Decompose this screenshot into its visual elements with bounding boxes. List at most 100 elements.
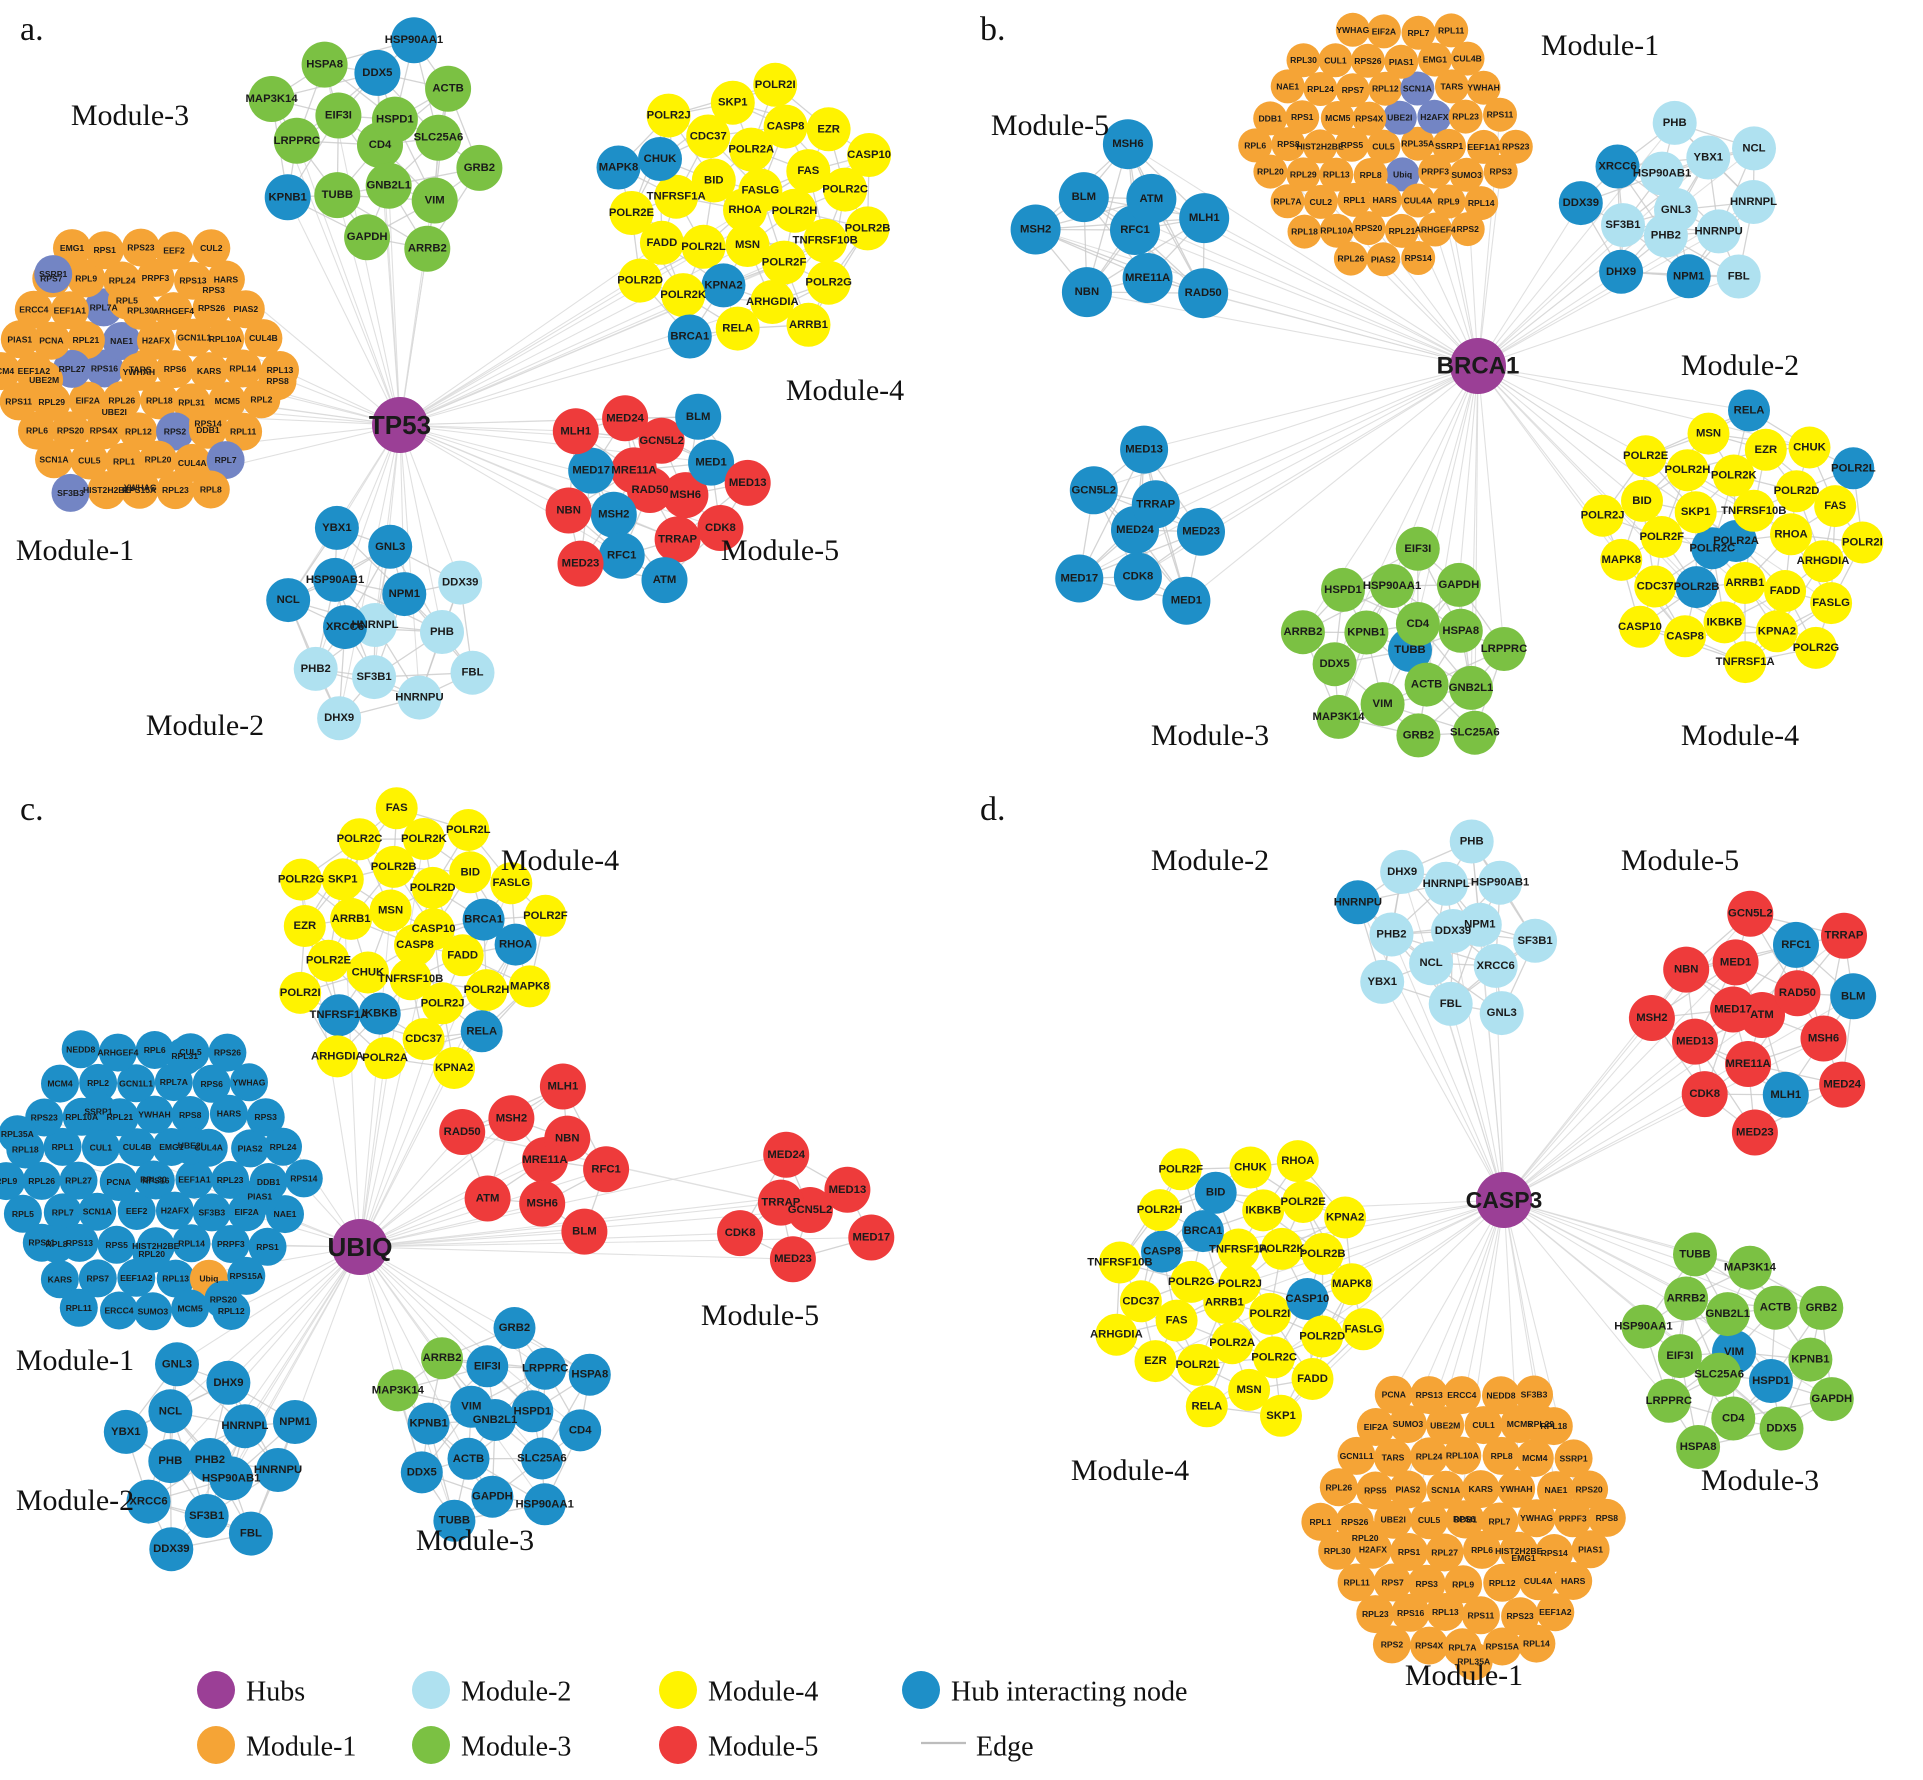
- svg-text:RPS13: RPS13: [1416, 1390, 1443, 1400]
- svg-text:TRRAP: TRRAP: [658, 533, 697, 545]
- svg-text:RPL24: RPL24: [1307, 84, 1334, 94]
- svg-text:RPL20: RPL20: [1257, 167, 1284, 177]
- svg-text:RPL26: RPL26: [108, 395, 135, 405]
- svg-text:BRCA1: BRCA1: [1437, 353, 1520, 380]
- svg-text:LRPPRC: LRPPRC: [1481, 643, 1527, 655]
- svg-text:POLR2A: POLR2A: [728, 144, 774, 156]
- svg-text:RHOA: RHOA: [1281, 1155, 1314, 1167]
- svg-text:CDK8: CDK8: [725, 1227, 756, 1239]
- svg-text:RPL20: RPL20: [138, 1249, 165, 1259]
- svg-text:SF3B1: SF3B1: [189, 1510, 224, 1522]
- svg-text:MED24: MED24: [606, 412, 644, 424]
- svg-text:RPS20: RPS20: [57, 425, 84, 435]
- svg-text:NEDD8: NEDD8: [66, 1044, 95, 1054]
- svg-text:ARRB2: ARRB2: [1667, 1293, 1706, 1305]
- svg-text:PIAS1: PIAS1: [7, 334, 32, 344]
- svg-text:XRCC6: XRCC6: [326, 621, 364, 633]
- svg-text:MED23: MED23: [562, 558, 600, 570]
- svg-text:POLR2I: POLR2I: [1842, 537, 1883, 549]
- svg-text:POLR2K: POLR2K: [660, 289, 707, 301]
- svg-text:NBN: NBN: [1075, 286, 1099, 298]
- svg-text:GRB2: GRB2: [1806, 1302, 1837, 1314]
- svg-text:MSH6: MSH6: [527, 1198, 558, 1210]
- svg-text:MED24: MED24: [1116, 524, 1154, 536]
- svg-text:MAPK8: MAPK8: [1602, 554, 1642, 566]
- svg-text:Module-2: Module-2: [461, 1677, 571, 1708]
- svg-text:ATM: ATM: [1750, 1009, 1774, 1021]
- svg-text:RPL30: RPL30: [140, 1175, 167, 1185]
- svg-text:MSN: MSN: [378, 905, 403, 917]
- svg-text:RPS26: RPS26: [198, 303, 225, 313]
- svg-text:RPS14: RPS14: [290, 1173, 317, 1183]
- svg-text:RPL20: RPL20: [1352, 1533, 1379, 1543]
- svg-text:Module-5: Module-5: [708, 1732, 818, 1763]
- svg-text:GAPDH: GAPDH: [472, 1491, 513, 1503]
- svg-text:Ubiq: Ubiq: [1393, 169, 1412, 179]
- svg-text:GCN5L2: GCN5L2: [639, 435, 684, 447]
- svg-text:MSH2: MSH2: [496, 1112, 527, 1124]
- svg-text:PHB: PHB: [1663, 117, 1687, 129]
- svg-text:c.: c.: [20, 791, 44, 828]
- svg-text:ARRB1: ARRB1: [1205, 1297, 1244, 1309]
- svg-text:DDX5: DDX5: [1319, 658, 1349, 670]
- svg-text:MSH6: MSH6: [1808, 1032, 1839, 1044]
- svg-text:RPS6: RPS6: [200, 1079, 223, 1089]
- svg-text:POLR2E: POLR2E: [306, 955, 352, 967]
- svg-text:MCM5: MCM5: [177, 1303, 203, 1313]
- svg-text:RPL10A: RPL10A: [1446, 1451, 1479, 1461]
- svg-text:BID: BID: [704, 175, 723, 187]
- svg-text:PCNA: PCNA: [1382, 1390, 1406, 1400]
- svg-text:YWHAH: YWHAH: [1467, 83, 1499, 93]
- svg-text:H2AFX: H2AFX: [1420, 112, 1448, 122]
- svg-text:CD4: CD4: [369, 139, 392, 151]
- svg-text:Module-4: Module-4: [1071, 1454, 1189, 1487]
- svg-text:LRPPRC: LRPPRC: [274, 135, 320, 147]
- svg-text:RPL1: RPL1: [1343, 195, 1365, 205]
- svg-text:DDX39: DDX39: [442, 577, 478, 589]
- svg-text:RPS3: RPS3: [1490, 167, 1513, 177]
- svg-text:PRPF3: PRPF3: [142, 273, 170, 283]
- svg-text:TUBB: TUBB: [1679, 1248, 1710, 1260]
- svg-text:CUL1: CUL1: [1324, 55, 1347, 65]
- svg-text:RPL18: RPL18: [146, 395, 173, 405]
- svg-text:CASP8: CASP8: [767, 121, 805, 133]
- svg-text:SSRP1: SSRP1: [39, 269, 67, 279]
- svg-text:NCL: NCL: [1742, 142, 1765, 154]
- svg-text:SUMO3: SUMO3: [138, 1306, 169, 1316]
- svg-text:TNFRSF1A: TNFRSF1A: [647, 191, 706, 203]
- svg-text:DDX39: DDX39: [153, 1543, 189, 1555]
- svg-text:RPL35A: RPL35A: [1401, 139, 1434, 149]
- svg-text:POLR2I: POLR2I: [755, 79, 796, 91]
- svg-text:TRRAP: TRRAP: [1824, 930, 1863, 942]
- svg-text:RPL5: RPL5: [12, 1209, 34, 1219]
- svg-text:MLH1: MLH1: [560, 425, 591, 437]
- svg-text:NCL: NCL: [277, 594, 300, 606]
- svg-text:KPNB1: KPNB1: [409, 1418, 447, 1430]
- svg-text:EEF1A1: EEF1A1: [1468, 142, 1501, 152]
- svg-text:GNB2L1: GNB2L1: [1705, 1308, 1750, 1320]
- svg-text:UBE2M: UBE2M: [29, 375, 59, 385]
- svg-text:RPS7: RPS7: [1381, 1577, 1404, 1587]
- svg-text:HNRNPL: HNRNPL: [1423, 878, 1470, 890]
- svg-text:RPL21: RPL21: [1389, 226, 1416, 236]
- svg-text:ARHGDIA: ARHGDIA: [746, 296, 799, 308]
- svg-text:POLR2C: POLR2C: [1251, 1351, 1297, 1363]
- svg-text:POLR2H: POLR2H: [1137, 1204, 1183, 1216]
- svg-text:MRE11A: MRE11A: [1725, 1058, 1770, 1070]
- svg-text:IKBKB: IKBKB: [1245, 1204, 1281, 1216]
- svg-text:RPS4X: RPS4X: [1415, 1641, 1443, 1651]
- svg-text:HNRNPU: HNRNPU: [254, 1464, 302, 1476]
- svg-text:RPL7A: RPL7A: [160, 1077, 188, 1087]
- svg-text:POLR2I: POLR2I: [280, 987, 321, 999]
- svg-text:GCN5L2: GCN5L2: [1072, 484, 1117, 496]
- svg-text:RPL14: RPL14: [178, 1238, 205, 1248]
- svg-text:RPL12: RPL12: [1489, 1578, 1516, 1588]
- svg-text:RPS2: RPS2: [164, 426, 187, 436]
- svg-text:KARS: KARS: [1469, 1484, 1494, 1494]
- svg-text:LRPPRC: LRPPRC: [522, 1363, 568, 1375]
- svg-text:Module-3: Module-3: [71, 99, 189, 132]
- svg-text:MAP3K14: MAP3K14: [1724, 1262, 1777, 1274]
- svg-text:MED1: MED1: [1171, 595, 1202, 607]
- svg-text:Module-4: Module-4: [501, 844, 619, 877]
- svg-text:KPNA2: KPNA2: [704, 279, 742, 291]
